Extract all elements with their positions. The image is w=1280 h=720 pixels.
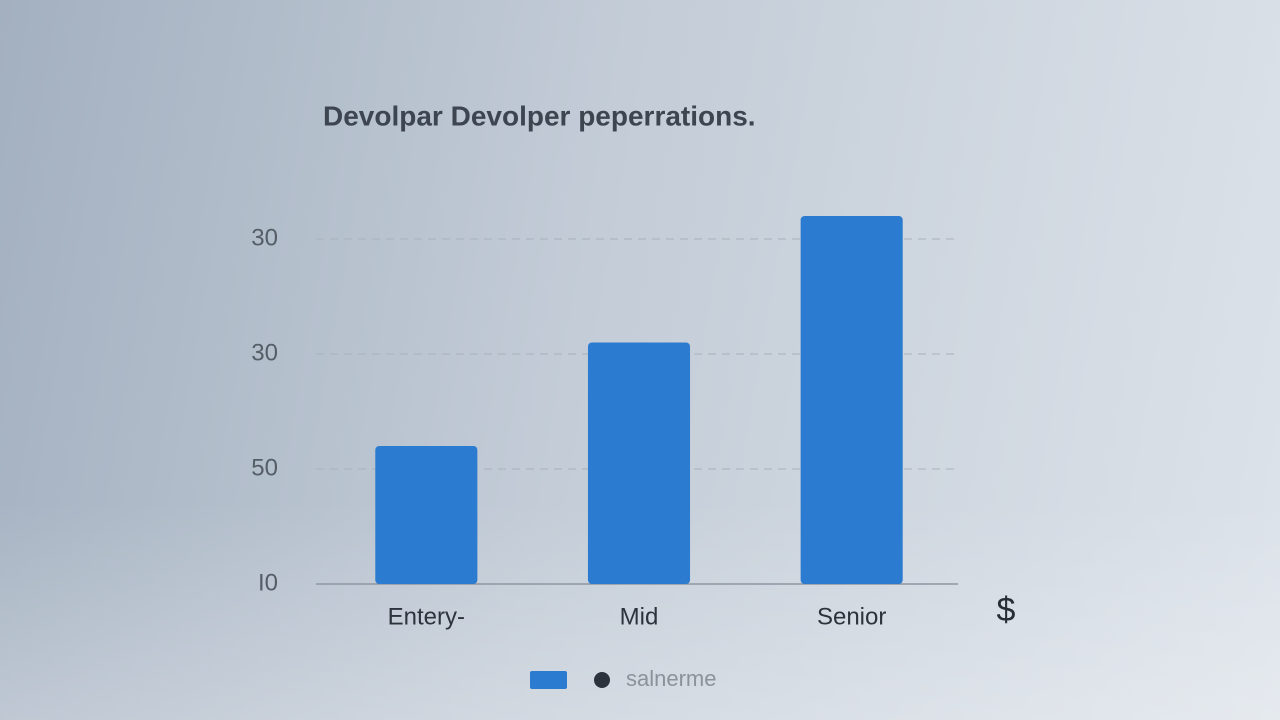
x-tick-label: Entery-	[388, 603, 465, 630]
bar	[587, 342, 691, 584]
x-tick-label: Senior	[817, 603, 886, 630]
y-tick-label: I0	[258, 569, 278, 596]
legend-dot	[594, 672, 610, 688]
legend-swatch	[530, 671, 567, 689]
legend-label: salnerme	[626, 666, 716, 691]
x-tick-label: Mid	[620, 603, 659, 630]
y-tick-label: 50	[251, 454, 278, 481]
chart-title: Devolpar Devolper peperrations.	[323, 100, 756, 131]
bar	[375, 446, 478, 584]
y-tick-label: 30	[251, 224, 278, 251]
annotation: $	[997, 591, 1016, 629]
y-tick-label: 30	[251, 339, 278, 366]
bar	[800, 216, 903, 584]
